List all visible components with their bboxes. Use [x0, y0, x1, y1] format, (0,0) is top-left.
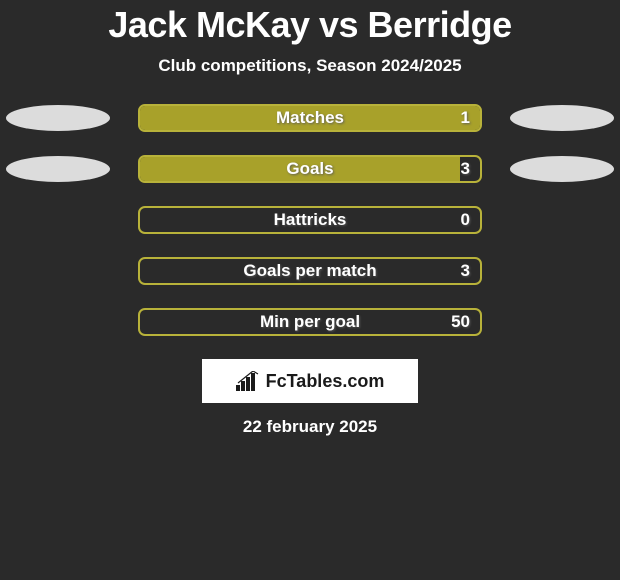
stat-row: Matches 1: [0, 104, 620, 132]
subtitle: Club competitions, Season 2024/2025: [0, 56, 620, 76]
comparison-infographic: Jack McKay vs Berridge Club competitions…: [0, 0, 620, 437]
spacer: [6, 258, 110, 284]
player-left-marker: [6, 105, 110, 131]
stat-value: 1: [461, 108, 470, 128]
stat-label: Hattricks: [274, 210, 347, 230]
page-title: Jack McKay vs Berridge: [0, 4, 620, 46]
stat-row: Goals 3: [0, 155, 620, 183]
spacer: [510, 207, 614, 233]
stat-value: 50: [451, 312, 470, 332]
player-right-marker: [510, 156, 614, 182]
spacer: [6, 207, 110, 233]
stat-value: 3: [461, 159, 470, 179]
brand-label: FcTables.com: [266, 371, 385, 392]
date-label: 22 february 2025: [0, 417, 620, 437]
stat-bar: Goals 3: [138, 155, 482, 183]
player-right-marker: [510, 105, 614, 131]
player-left-marker: [6, 156, 110, 182]
stat-label: Goals per match: [243, 261, 376, 281]
stat-row: Hattricks 0: [0, 206, 620, 234]
stat-bar: Min per goal 50: [138, 308, 482, 336]
stat-bar: Hattricks 0: [138, 206, 482, 234]
bars-container: Matches 1 Goals 3 Hattricks 0 Goals per match 3…: [0, 104, 620, 336]
spacer: [510, 258, 614, 284]
stat-label: Min per goal: [260, 312, 360, 332]
stat-bar: Matches 1: [138, 104, 482, 132]
stat-row: Goals per match 3: [0, 257, 620, 285]
stat-label: Goals: [286, 159, 333, 179]
brand-chart-icon: [236, 371, 260, 391]
spacer: [6, 309, 110, 335]
stat-row: Min per goal 50: [0, 308, 620, 336]
stat-label: Matches: [276, 108, 344, 128]
spacer: [510, 309, 614, 335]
stat-bar: Goals per match 3: [138, 257, 482, 285]
brand-box: FcTables.com: [202, 359, 418, 403]
stat-value: 3: [461, 261, 470, 281]
stat-value: 0: [461, 210, 470, 230]
